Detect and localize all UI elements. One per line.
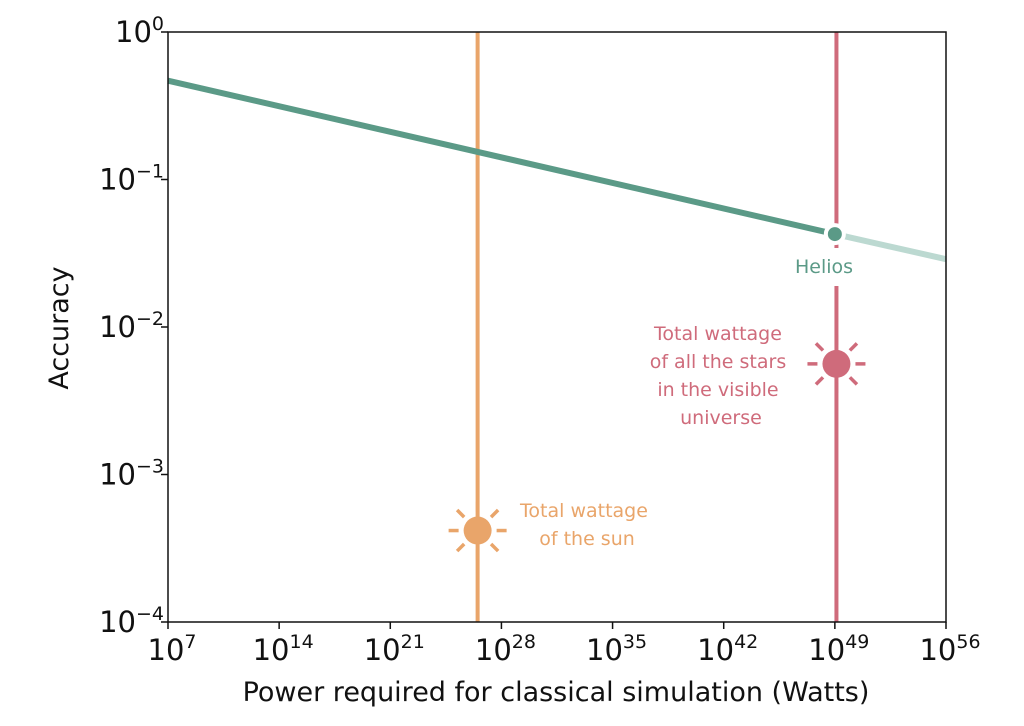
x-tick-label: 1042 (697, 631, 758, 667)
stars-marker (807, 334, 866, 393)
helios-point (823, 223, 846, 246)
y-tick-label: 10−3 (99, 456, 164, 492)
sun-marker (448, 501, 507, 560)
helios-trend-line (167, 77, 836, 237)
x-tick-label: 1028 (475, 631, 536, 667)
y-axis-label: Accuracy (44, 266, 75, 389)
sun-ray (489, 508, 500, 519)
helios-extrapolated-line (834, 231, 947, 263)
x-axis-label: Power required for classical simulation … (243, 677, 870, 708)
sun-disc (822, 349, 851, 378)
x-tick-label: 1021 (364, 631, 425, 667)
sun-ray (814, 342, 825, 352)
y-tick-label: 100 (115, 13, 164, 49)
sun-ray (848, 376, 859, 386)
helios-label: Helios (795, 256, 853, 278)
x-axis-ticks: 107 1014 1021 1028 1035 1042 1049 1056 (148, 631, 981, 667)
y-axis-ticks: 100 10−1 10−2 10−3 10−4 (99, 13, 164, 639)
y-tick-label: 10−2 (99, 308, 164, 344)
sun-ray (814, 376, 825, 386)
helios-label-gap (814, 248, 878, 286)
x-tick-label: 1035 (586, 631, 647, 667)
sun-annotation: Total wattage of the sun (519, 500, 654, 550)
stars-annotation: Total wattage of all the stars in the vi… (650, 323, 793, 429)
sun-ray (455, 508, 466, 519)
x-tick-label: 1049 (808, 631, 869, 667)
sun-disc (463, 516, 492, 545)
sun-ray (848, 342, 859, 352)
sun-ray (455, 542, 466, 553)
plot-area (161, 31, 947, 629)
sun-ray (489, 542, 500, 553)
y-tick-label: 10−4 (99, 603, 164, 639)
x-tick-label: 1056 (919, 631, 980, 667)
x-tick-label: 1014 (253, 631, 314, 667)
y-tick-label: 10−1 (99, 161, 164, 197)
x-tick-label: 107 (148, 631, 197, 667)
